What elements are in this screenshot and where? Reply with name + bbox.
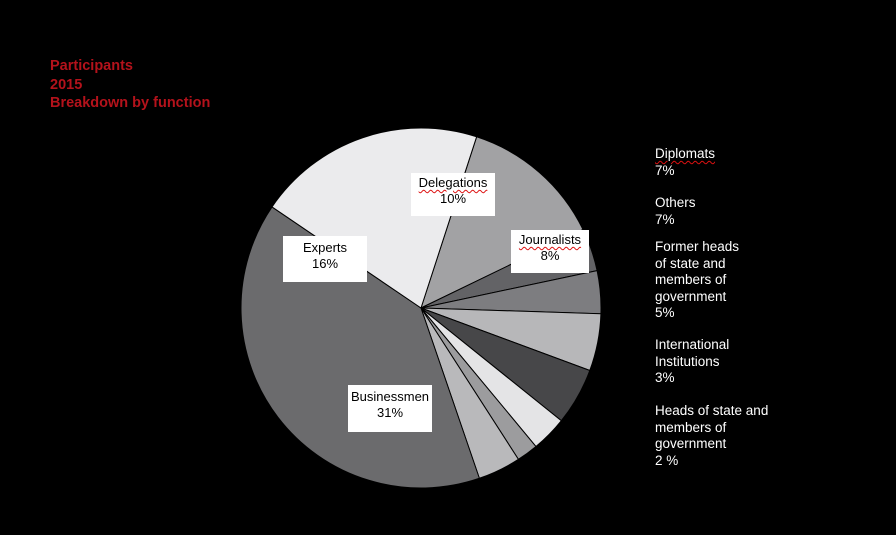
legend-intl-line1: International [655,337,730,352]
legend-others-name: Others [655,195,696,210]
legend-heads-of-state: Heads of state and members of government… [655,403,815,469]
data-label-experts: Experts 16% [283,236,367,282]
legend-former-line3: members of [655,272,727,287]
legend-former-pct: 5% [655,305,675,320]
legend-former-heads: Former heads of state and members of gov… [655,239,815,322]
title-line-participants: Participants [50,58,133,74]
data-label-delegations: Delegations 10% [411,173,495,216]
data-label-journalists-pct: 8% [540,248,560,263]
data-label-businessmen-name: Businessmen [351,389,430,404]
legend-diplomats-name: Diplomats [655,146,716,161]
legend-international-institutions: International Institutions 3% [655,337,815,387]
data-label-delegations-name: Delegations [418,175,488,190]
pie-slice-delegations [420,136,584,309]
data-label-journalists-name: Journalists [518,232,582,247]
legend-former-line4: government [655,288,727,304]
data-label-experts-name: Experts [302,240,348,255]
legend-others: Others 7% [655,195,815,228]
data-label-experts-pct: 16% [311,256,339,271]
data-label-delegations-pct: 10% [439,191,467,206]
data-label-businessmen-pct: 31% [376,405,404,420]
legend-diplomats: Diplomats 7% [655,146,815,179]
legend-heads-line2: members of [655,419,727,435]
chart-title: Participants 2015 Breakdown by function [50,57,210,113]
legend-heads-pct: 2 % [655,452,679,468]
legend-diplomats-pct: 7% [655,162,675,178]
legend-others-pct: 7% [655,211,675,227]
legend-heads-line1: Heads of state and [655,403,769,418]
title-line-breakdown: Breakdown by function [50,95,211,111]
legend-former-line2: of state and [655,255,726,271]
data-label-businessmen: Businessmen 31% [348,385,432,432]
legend-intl-line2: Institutions [655,353,720,369]
legend-intl-pct: 3% [655,370,675,385]
title-line-year: 2015 [50,76,83,93]
data-label-journalists: Journalists 8% [511,230,589,273]
legend-former-line1: Former heads [655,239,740,254]
legend-heads-line3: government [655,436,727,451]
